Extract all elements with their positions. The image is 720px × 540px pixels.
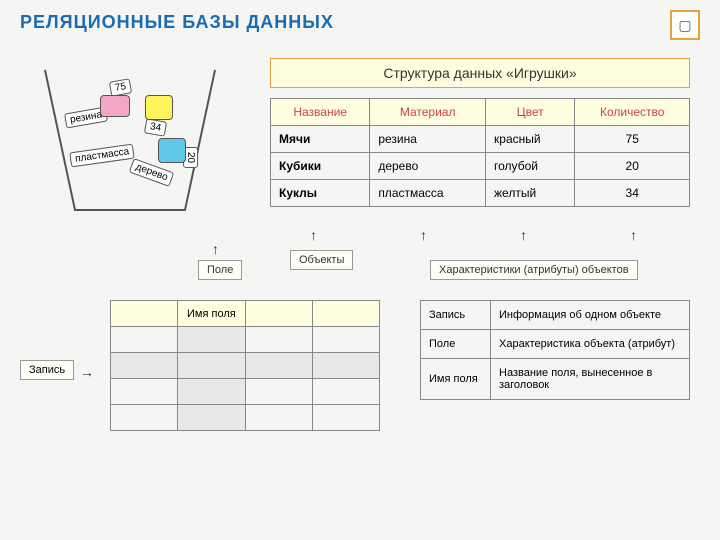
- definition-cell: Характеристика объекта (атрибут): [491, 330, 690, 359]
- label-attrs: Характеристики (атрибуты) объектов: [430, 260, 638, 280]
- schema-cell: [312, 327, 379, 353]
- table-row: Мячирезинакрасный75: [271, 126, 690, 153]
- schema-cell: [245, 327, 312, 353]
- page-title: РЕЛЯЦИОННЫЕ БАЗЫ ДАННЫХ: [20, 12, 334, 33]
- table-cell: Кубики: [271, 153, 370, 180]
- schema-cell: [111, 379, 178, 405]
- definition-row: ПолеХарактеристика объекта (атрибут): [421, 330, 690, 359]
- label-objects: Объекты: [290, 250, 353, 270]
- table-row: Куклыпластмассажелтый34: [271, 180, 690, 207]
- arrow-icon: ↑: [520, 228, 527, 242]
- table-cell: 20: [575, 153, 690, 180]
- schema-cell: [245, 301, 312, 327]
- table-cell: голубой: [486, 153, 575, 180]
- schema-cell: [245, 405, 312, 431]
- col-material: Материал: [370, 99, 486, 126]
- schema-cell: [312, 405, 379, 431]
- definition-row: ЗаписьИнформация об одном объекте: [421, 301, 690, 330]
- table-cell: Куклы: [271, 180, 370, 207]
- arrow-icon: →: [80, 365, 94, 379]
- schema-cell: [245, 379, 312, 405]
- bin-illustration: 75резинапластмасса34дерево20: [30, 60, 230, 220]
- schema-cell: [111, 327, 178, 353]
- arrow-icon: ↑: [310, 228, 317, 242]
- bin-chip: [100, 95, 130, 117]
- definition-cell: Название поля, вынесенное в заголовок: [491, 359, 690, 400]
- definition-row: Имя поляНазвание поля, вынесенное в заго…: [421, 359, 690, 400]
- table-cell: пластмасса: [370, 180, 486, 207]
- schema-cell: [312, 379, 379, 405]
- schema-cell: [111, 405, 178, 431]
- col-qty: Количество: [575, 99, 690, 126]
- table-cell: 75: [575, 126, 690, 153]
- table-cell: резина: [370, 126, 486, 153]
- structure-header: Структура данных «Игрушки»: [270, 58, 690, 88]
- bin-chip: [158, 138, 186, 163]
- schema-cell: [245, 353, 312, 379]
- label-record: Запись: [20, 360, 74, 380]
- arrow-icon: ↑: [212, 242, 219, 256]
- schema-cell: [178, 379, 245, 405]
- table-row: Кубикидеревоголубой20: [271, 153, 690, 180]
- arrow-icon: ↑: [420, 228, 427, 242]
- col-name: Название: [271, 99, 370, 126]
- table-cell: Мячи: [271, 126, 370, 153]
- schema-cell: [178, 327, 245, 353]
- table-cell: желтый: [486, 180, 575, 207]
- schema-header-cell: Имя поля: [178, 301, 245, 327]
- definitions-table: ЗаписьИнформация об одном объектеПолеХар…: [420, 300, 690, 400]
- col-color: Цвет: [486, 99, 575, 126]
- corner-icon: ▢: [670, 10, 700, 40]
- schema-cell: [111, 301, 178, 327]
- label-field: Поле: [198, 260, 242, 280]
- table-cell: дерево: [370, 153, 486, 180]
- table-cell: красный: [486, 126, 575, 153]
- definition-cell: Информация об одном объекте: [491, 301, 690, 330]
- schema-cell: [178, 353, 245, 379]
- bin-chip: [145, 95, 173, 120]
- definition-cell: Запись: [421, 301, 491, 330]
- schema-cell: [111, 353, 178, 379]
- schema-cell: [178, 405, 245, 431]
- toys-table: Название Материал Цвет Количество Мячире…: [270, 98, 690, 207]
- schema-table: Имя поля: [110, 300, 380, 431]
- definition-cell: Имя поля: [421, 359, 491, 400]
- schema-cell: [312, 353, 379, 379]
- definition-cell: Поле: [421, 330, 491, 359]
- arrow-icon: ↑: [630, 228, 637, 242]
- table-cell: 34: [575, 180, 690, 207]
- schema-cell: [312, 301, 379, 327]
